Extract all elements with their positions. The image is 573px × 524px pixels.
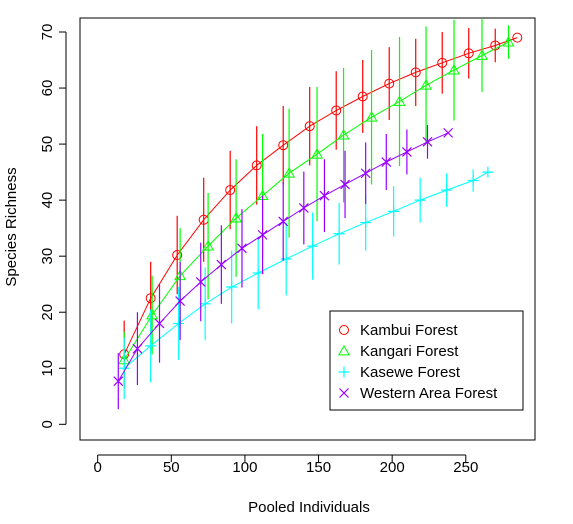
data-point [381, 157, 392, 167]
legend-label: Kambui Forest [360, 322, 458, 339]
data-point [482, 166, 494, 178]
data-point [298, 203, 309, 213]
data-point [360, 217, 372, 229]
data-point [251, 160, 262, 171]
data-point [447, 63, 461, 75]
x-axis: 0 50 100 150 200 250 [93, 454, 478, 476]
data-point [490, 40, 501, 51]
y-tick-label: 70 [39, 24, 56, 41]
data-point [340, 179, 350, 190]
y-tick-label: 30 [39, 248, 56, 265]
x-tick-label: 50 [163, 459, 180, 476]
data-point [230, 211, 243, 223]
data-point [257, 229, 268, 240]
legend-label: Western Area Forest [360, 385, 498, 402]
data-point [225, 185, 236, 196]
data-point [195, 277, 206, 287]
plot-frame [79, 17, 536, 441]
data-point [388, 205, 400, 217]
data-point [467, 175, 479, 187]
data-point [216, 259, 227, 270]
data-point [475, 49, 489, 60]
data-point [132, 343, 143, 354]
y-tick-label: 50 [39, 136, 56, 153]
data-point [145, 293, 156, 304]
data-point [319, 190, 330, 201]
x-tick-label: 0 [93, 459, 101, 476]
data-point [333, 228, 345, 240]
data-point [357, 91, 368, 102]
data-point [331, 105, 342, 116]
data-point [113, 376, 124, 387]
data-point [441, 184, 453, 196]
legend-label: Kangari Forest [360, 343, 459, 360]
y-axis: 0 10 20 30 40 50 60 70 [39, 24, 67, 428]
data-point [393, 95, 406, 106]
legend: Kambui Forest Kangari Forest Kasewe Forest… [329, 310, 524, 411]
data-point [384, 78, 395, 89]
data-point [410, 67, 421, 78]
data-point [360, 168, 371, 179]
data-point [278, 140, 289, 151]
series-line [123, 41, 509, 361]
data-point [463, 48, 474, 59]
data-point [199, 298, 211, 310]
data-point [437, 57, 448, 68]
data-point [365, 111, 378, 122]
y-tick-label: 20 [39, 304, 56, 321]
data-point [401, 147, 412, 157]
legend-marker [339, 325, 349, 335]
data-point [304, 121, 315, 132]
data-point [145, 340, 157, 352]
data-point [422, 136, 433, 147]
data-point [414, 194, 426, 206]
y-tick-label: 60 [39, 80, 56, 97]
legend-marker [337, 344, 351, 356]
data-point [502, 35, 515, 47]
series-western-area-forest [113, 125, 454, 410]
data-point [283, 167, 296, 178]
series-kasewe-forest [118, 166, 494, 400]
data-point [172, 250, 183, 261]
x-tick-label: 150 [306, 459, 331, 476]
x-tick-label: 250 [453, 459, 478, 476]
legend-label: Kasewe Forest [360, 364, 461, 381]
data-point [419, 79, 433, 90]
data-point [307, 240, 319, 252]
data-point [311, 148, 324, 159]
legend-marker [339, 388, 349, 398]
data-point [512, 32, 523, 43]
y-tick-label: 0 [39, 420, 56, 428]
legend-marker [338, 366, 350, 378]
series-layer [113, 19, 523, 410]
data-point [154, 318, 165, 329]
x-axis-title: Pooled Individuals [248, 499, 370, 516]
y-axis-title: Species Richness [3, 167, 20, 286]
data-point [175, 296, 186, 306]
x-tick-label: 100 [232, 459, 257, 476]
data-point [226, 281, 238, 293]
y-tick-label: 10 [39, 360, 56, 377]
legend-box [329, 310, 524, 411]
x-tick-label: 200 [380, 459, 405, 476]
data-point [252, 267, 264, 279]
data-point [278, 216, 289, 227]
series-line [123, 37, 518, 355]
data-point [173, 317, 185, 329]
data-point [443, 127, 454, 138]
data-point [237, 243, 247, 254]
plot-border [79, 17, 536, 441]
y-tick-label: 40 [39, 192, 56, 209]
data-point [202, 239, 215, 251]
data-point [280, 253, 292, 265]
data-point [146, 308, 159, 320]
data-point [337, 128, 350, 140]
